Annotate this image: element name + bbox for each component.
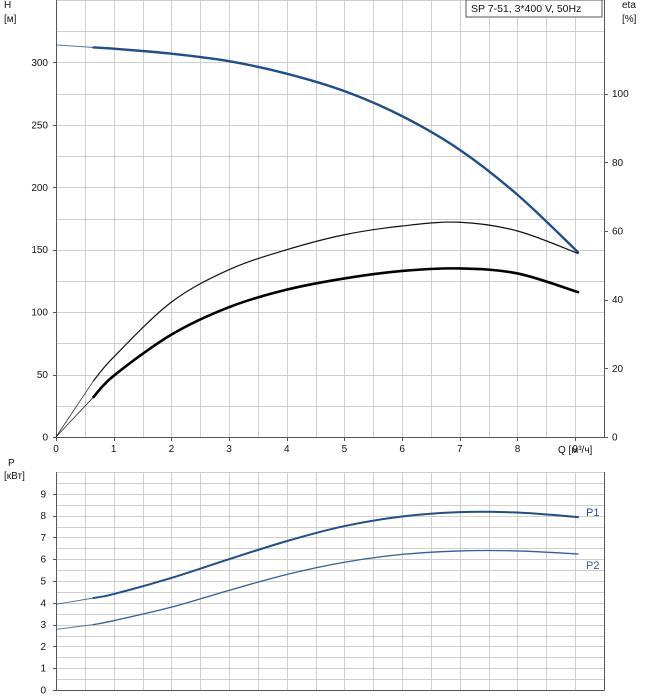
curve-eta	[92, 221, 579, 382]
power-axis-unit: [кВт]	[4, 471, 25, 482]
curve-p2	[92, 549, 579, 626]
eta-tick-label: 60	[612, 227, 624, 238]
x-tick-label: 3	[226, 444, 232, 455]
head-tick-label: 300	[31, 58, 48, 69]
series-label-p1: P1	[586, 507, 599, 519]
x-tick-label: 2	[169, 444, 175, 455]
curve-extension-eta	[55, 380, 94, 438]
head-tick-label: 0	[42, 433, 48, 444]
power-tick-label: 5	[40, 577, 46, 588]
head-tick-label: 150	[31, 245, 48, 256]
x-tick-label: 9	[572, 444, 578, 455]
power-tick-label: 3	[40, 620, 46, 631]
eta-tick-label: 100	[612, 89, 629, 100]
x-tick-label: 8	[515, 444, 521, 455]
power-axis-label: P	[8, 458, 15, 469]
curve-extension-p1	[55, 597, 94, 605]
x-tick-label: 0	[53, 444, 59, 455]
power-tick-label: 1	[40, 664, 46, 675]
eta-axis-label: eta	[622, 0, 636, 11]
x-axis-label: Q [м³/ч]	[558, 445, 593, 456]
power-tick-label: 7	[40, 533, 46, 544]
x-tick-label: 1	[111, 444, 117, 455]
power-tick-label: 2	[40, 642, 46, 653]
power-tick-label: 4	[40, 598, 46, 609]
eta-tick-label: 0	[612, 433, 618, 444]
head-tick-label: 100	[31, 308, 48, 319]
power-panel-ticks: 0 1 2 3 4 5 6 7 8 9	[40, 489, 56, 697]
power-panel-curves	[55, 510, 580, 630]
curve-npsh	[92, 267, 580, 399]
x-tick-label: 5	[342, 444, 348, 455]
power-tick-label: 6	[40, 555, 46, 566]
head-panel-ticks: 0 50 100 150 200 250 300 0 20 40 60 80 100 0 1 2 3 4 5 6 7 8 9	[31, 58, 629, 455]
power-panel-grid	[56, 472, 605, 691]
curve-extension-head	[55, 44, 94, 48]
power-tick-label: 0	[40, 686, 46, 697]
head-axis-unit: [м]	[4, 14, 17, 25]
power-tick-label: 9	[40, 489, 46, 500]
head-tick-label: 50	[37, 370, 49, 381]
power-tick-label: 8	[40, 511, 46, 522]
head-axis-label: H	[4, 0, 11, 11]
curve-head	[92, 46, 580, 254]
head-tick-label: 250	[31, 120, 48, 131]
x-tick-label: 6	[399, 444, 405, 455]
head-tick-label: 200	[31, 183, 48, 194]
head-panel-curves	[55, 44, 580, 438]
curve-extension-p2	[55, 624, 94, 630]
head-panel-grid	[56, 0, 605, 438]
curve-extension-npsh	[55, 396, 94, 438]
curve-p1	[92, 510, 580, 599]
chart-title-box	[465, 0, 603, 18]
x-tick-label: 7	[457, 444, 463, 455]
eta-axis-unit: [%]	[622, 14, 637, 25]
eta-tick-label: 80	[612, 158, 624, 169]
chart-title: SP 7-51, 3*400 V, 50Hz	[471, 3, 581, 15]
x-tick-label: 4	[284, 444, 290, 455]
eta-tick-label: 40	[612, 295, 624, 306]
series-label-p2: P2	[586, 560, 599, 572]
eta-tick-label: 20	[612, 364, 624, 375]
